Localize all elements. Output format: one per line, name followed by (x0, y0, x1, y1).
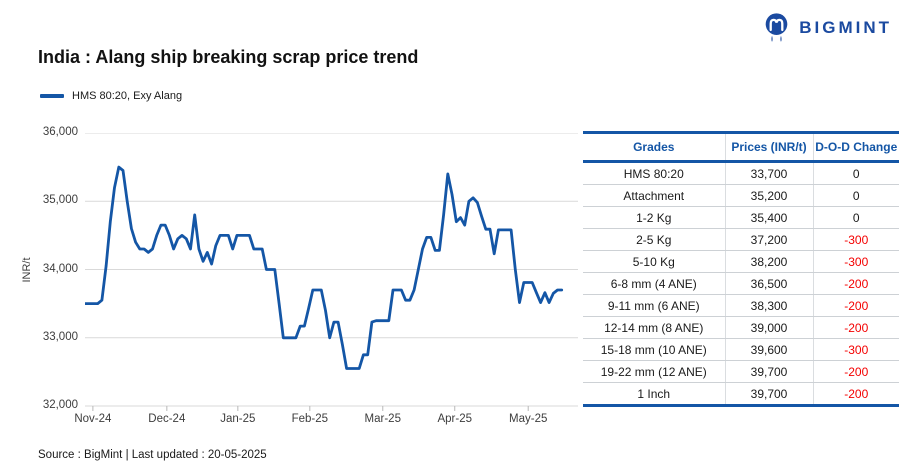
price-trend-chart (85, 133, 578, 411)
x-tick-label: Dec-24 (148, 413, 186, 425)
grade-cell: 1-2 Kg (583, 206, 725, 229)
table-header-cell: D-O-D Change (812, 131, 899, 163)
table-row: Attachment 35,200 0 (583, 184, 899, 207)
change-cell: -200 (812, 294, 899, 317)
price-cell: 39,000 (724, 316, 813, 339)
change-cell: 0 (812, 161, 899, 185)
grade-cell: 19-22 mm (12 ANE) (583, 360, 725, 383)
grade-cell: 2-5 Kg (583, 228, 725, 251)
change-cell: -200 (812, 272, 899, 295)
bigmint-logo-text: BIGMINT (799, 18, 892, 37)
table-row: 5-10 Kg 38,200 -300 (583, 250, 899, 273)
x-axis-labels: Nov-24 Dec-24 Jan-25 Feb-25 Mar-25 Apr-25 May-… (74, 413, 578, 429)
y-axis-labels: 32,000 33,000 34,000 35,000 36,000 (0, 126, 78, 411)
page-title: India : Alang ship breaking scrap price … (38, 47, 419, 67)
x-tick-label: Nov-24 (74, 413, 112, 425)
change-cell: 0 (812, 206, 899, 229)
table-row: 9-11 mm (6 ANE) 38,300 -200 (583, 294, 899, 317)
x-tick-label: Feb-25 (291, 413, 329, 425)
y-tick-label: 36,000 (42, 126, 78, 138)
price-cell: 33,700 (724, 161, 813, 185)
y-tick-label: 35,000 (42, 194, 78, 207)
price-cell: 35,200 (724, 184, 813, 207)
table-row: 6-8 mm (4 ANE) 36,500 -200 (583, 272, 899, 295)
table-row: 19-22 mm (12 ANE) 39,700 -200 (583, 360, 899, 383)
price-cell: 36,500 (724, 272, 813, 295)
price-table-head: Grades Prices (INR/t) D-O-D Change (583, 131, 899, 163)
table-header-cell: Grades (583, 131, 725, 163)
change-cell: -300 (812, 338, 899, 361)
table-row: 15-18 mm (10 ANE) 39,600 -300 (583, 338, 899, 361)
legend-label: HMS 80:20, Exy Alang (72, 90, 183, 102)
table-row: 1-2 Kg 35,400 0 (583, 206, 899, 229)
table-row: HMS 80:20 33,700 0 (583, 161, 899, 185)
change-cell: -200 (812, 316, 899, 339)
y-tick-label: 34,000 (42, 262, 78, 275)
grade-cell: 5-10 Kg (583, 250, 725, 273)
price-cell: 38,300 (724, 294, 813, 317)
price-cell: 39,700 (724, 382, 813, 407)
chart-legend: HMS 80:20, Exy Alang (40, 90, 182, 102)
source-text: Source : BigMint | Last updated : 20-05-… (38, 449, 267, 461)
table-header-cell: Prices (INR/t) (724, 131, 813, 163)
change-cell: -200 (812, 360, 899, 383)
y-tick-label: 33,000 (42, 330, 78, 343)
x-tick-label: Mar-25 (364, 413, 401, 425)
grade-cell: 9-11 mm (6 ANE) (583, 294, 725, 317)
price-cell: 38,200 (724, 250, 813, 273)
price-cell: 39,600 (724, 338, 813, 361)
price-table: Grades Prices (INR/t) D-O-D Change HMS 80:… (583, 131, 899, 407)
price-cell: 39,700 (724, 360, 813, 383)
change-cell: -300 (812, 228, 899, 251)
grade-cell: HMS 80:20 (583, 161, 725, 185)
x-tick-label: May-25 (509, 413, 548, 425)
table-row: 2-5 Kg 37,200 -300 (583, 228, 899, 251)
change-cell: 0 (812, 184, 899, 207)
grade-cell: 12-14 mm (8 ANE) (583, 316, 725, 339)
price-cell: 37,200 (724, 228, 813, 251)
change-cell: -300 (812, 250, 899, 273)
grade-cell: 15-18 mm (10 ANE) (583, 338, 725, 361)
table-row: 12-14 mm (8 ANE) 39,000 -200 (583, 316, 899, 339)
grade-cell: 6-8 mm (4 ANE) (583, 272, 725, 295)
price-line (85, 165, 564, 370)
bigmint-logo-icon (761, 11, 792, 45)
x-tick-label: Apr-25 (437, 413, 473, 425)
change-cell: -200 (812, 382, 899, 407)
x-tick-label: Jan-25 (220, 413, 256, 425)
y-tick-label: 32,000 (42, 399, 78, 411)
price-cell: 35,400 (724, 206, 813, 229)
table-header-row: Grades Prices (INR/t) D-O-D Change (583, 131, 899, 163)
bigmint-logo: BIGMINT (761, 11, 892, 45)
price-table-body: HMS 80:20 33,700 0 Attachment 35,200 0 1-2 Kg 3… (583, 161, 899, 407)
grade-cell: 1 Inch (583, 382, 725, 407)
legend-line-swatch (40, 94, 64, 98)
table-row: 1 Inch 39,700 -200 (583, 382, 899, 407)
grade-cell: Attachment (583, 184, 725, 207)
